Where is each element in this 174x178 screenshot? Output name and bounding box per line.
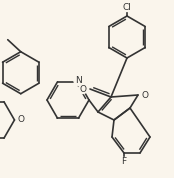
Circle shape [78,85,88,93]
Text: O: O [80,85,86,93]
Text: F: F [121,158,126,166]
Text: N: N [75,76,82,85]
Circle shape [122,2,132,12]
Text: O: O [141,90,148,100]
Circle shape [140,90,149,100]
Circle shape [120,158,129,166]
Circle shape [74,76,83,85]
Text: Cl: Cl [122,2,131,12]
Text: O: O [18,116,25,124]
Circle shape [17,116,26,124]
